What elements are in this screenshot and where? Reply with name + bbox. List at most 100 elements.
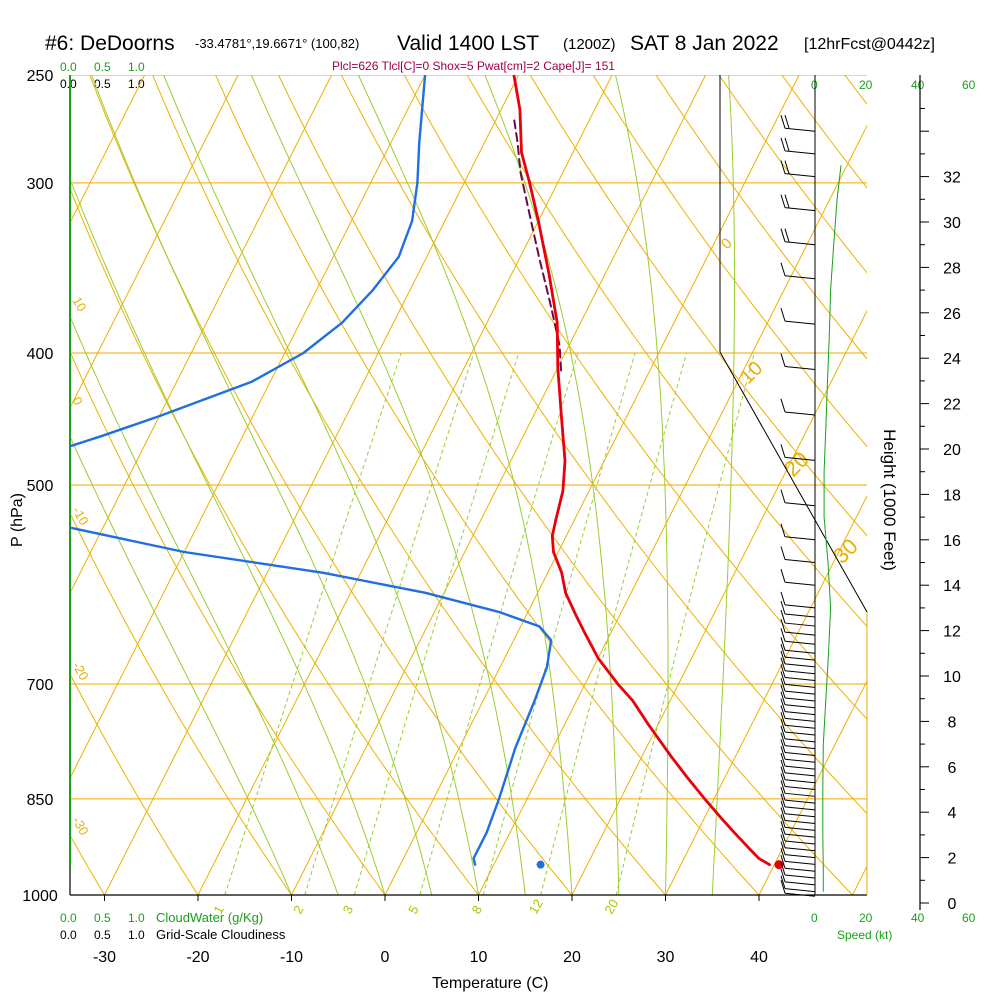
- wind-barb: [780, 609, 816, 627]
- wind-barb-flag: [780, 746, 786, 760]
- wind-barb-flag: [780, 591, 786, 606]
- isotherm-line: [758, 680, 867, 895]
- adiabat-label: 20: [779, 447, 814, 482]
- temperature-tick-label: 40: [750, 949, 768, 966]
- wind-barb-staff: [784, 173, 816, 178]
- wind-barb-staff: [784, 867, 816, 872]
- x-axis-title: Temperature (C): [432, 975, 548, 992]
- wind-barb: [780, 746, 816, 763]
- wind-barb: [780, 793, 816, 811]
- pressure-tick-label: 1000: [22, 888, 58, 905]
- wind-barb: [780, 678, 816, 695]
- height-tick-label: 0: [948, 896, 957, 913]
- mixing-ratio-label: 3: [340, 903, 357, 917]
- wind-barb-staff: [784, 792, 816, 797]
- wind-barb-flag: [784, 228, 790, 242]
- wind-barb-staff: [784, 826, 816, 831]
- wind-barb: [780, 262, 816, 280]
- wind-barb: [780, 814, 816, 831]
- wind-barb-flag: [780, 137, 786, 152]
- wind-barb: [780, 786, 816, 804]
- moist-adiabat-line: [70, 435, 292, 895]
- wind-barb-staff: [784, 559, 816, 563]
- wind-barb-staff: [784, 456, 816, 461]
- wind-barb: [780, 628, 816, 645]
- sounding-params: Plcl=626 Tlcl[C]=0 Shox=5 Pwat[cm]=2 Cap…: [332, 59, 615, 73]
- wind-barb-flag: [780, 228, 786, 242]
- dry-adiabat-line: [89, 75, 573, 895]
- wind-barb-staff: [784, 677, 816, 682]
- dry-adiabat-line: [971, 75, 1000, 895]
- wind-barb: [780, 766, 816, 784]
- wind-barb-flag: [780, 308, 786, 322]
- isotherm-line: [852, 865, 867, 895]
- cloud-scale-black-1: 0.5: [94, 77, 111, 91]
- wind-barb: [780, 718, 816, 736]
- pressure-tick-label: 400: [27, 346, 54, 363]
- isotherm-line: [70, 75, 239, 409]
- wind-barb-staff: [784, 581, 816, 586]
- wind-barb: [780, 780, 816, 797]
- speed-scale-top-2: 40: [911, 78, 925, 92]
- wind-barb: [780, 160, 816, 178]
- mixing-ratio-label: 20: [601, 896, 621, 916]
- wind-barb: [780, 880, 816, 897]
- wind-barb-staff: [784, 536, 816, 541]
- temperature-tick-label: 0: [381, 949, 390, 966]
- wind-barb: [780, 664, 816, 682]
- height-tick-label: 6: [948, 760, 957, 777]
- surface-dewpoint-dot: [536, 860, 545, 869]
- isotherm-label: -10: [69, 504, 91, 528]
- moist-adiabat-line: [484, 75, 620, 895]
- wind-barb-flag: [784, 160, 790, 174]
- wind-barb-staff: [784, 854, 816, 859]
- wind-barb-flag: [780, 398, 786, 413]
- height-tick-label: 32: [943, 170, 961, 187]
- moist-adiabat-line: [615, 75, 669, 895]
- mixing-ratio-label: 5: [405, 903, 422, 917]
- wind-barb: [780, 698, 816, 716]
- wind-barb-flag: [780, 807, 786, 821]
- wind-barb-staff: [784, 150, 816, 155]
- dry-adiabat-line: [592, 75, 867, 448]
- wind-barb: [780, 569, 816, 586]
- wind-barb-staff: [784, 631, 816, 636]
- wind-barb-flag: [780, 875, 786, 889]
- wind-barb: [780, 807, 816, 825]
- wind-barb-staff: [784, 820, 816, 825]
- wind-barb-staff: [784, 411, 816, 416]
- wind-barb-flag: [780, 671, 786, 685]
- cloud-scale-black-b0: 0.0: [60, 928, 77, 942]
- speed-scale-bottom-3: 60: [962, 911, 976, 925]
- wind-barb-flag: [780, 855, 786, 869]
- wind-barb: [780, 489, 816, 507]
- wind-barb-flag: [780, 664, 786, 678]
- dry-adiabat-line: [466, 75, 867, 628]
- height-tick-label: 10: [943, 669, 961, 686]
- wind-barb-flag: [780, 691, 786, 705]
- wind-barb: [780, 444, 816, 461]
- wind-barb-staff: [784, 663, 816, 668]
- wind-barb-flag: [780, 600, 786, 615]
- wind-barb: [780, 523, 816, 541]
- wind-barb: [780, 752, 816, 770]
- wind-barb: [780, 591, 816, 609]
- wind-barb: [780, 773, 816, 790]
- wind-speed-line: [822, 165, 842, 892]
- wind-barb: [780, 194, 816, 212]
- wind-barb-flag: [780, 712, 786, 726]
- moist-adiabat-line: [70, 315, 339, 895]
- height-tick-label: 4: [948, 805, 957, 822]
- dry-adiabat-line: [70, 672, 199, 895]
- sounding-series: [70, 75, 784, 870]
- wind-barb-staff: [784, 765, 816, 770]
- speed-scale-bottom-2: 40: [911, 911, 925, 925]
- wind-barb-flag: [780, 678, 786, 692]
- wind-barb-staff: [784, 758, 816, 763]
- wind-barb-staff: [784, 690, 816, 695]
- wind-barb: [780, 228, 816, 246]
- wind-barb-staff: [784, 888, 816, 893]
- dry-adiabat-line: [215, 75, 760, 895]
- wind-barb-flag: [780, 759, 786, 774]
- dry-adiabat-line: [403, 75, 867, 720]
